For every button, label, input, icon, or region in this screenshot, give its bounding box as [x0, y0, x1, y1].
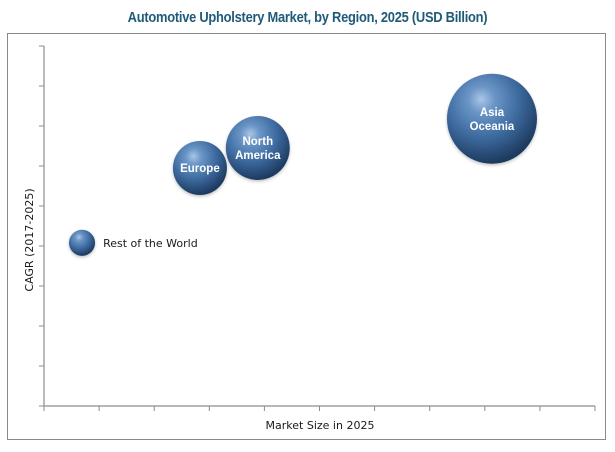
bubble-label: Rest of the World	[103, 237, 198, 250]
bubble-asia-oceania[interactable]	[446, 73, 537, 164]
bubble-group-rest-of-the-world: Rest of the World	[68, 229, 198, 256]
y-axis-label: CAGR (2017-2025)	[23, 188, 36, 291]
bubble-label: North	[242, 136, 273, 148]
bubbles: Rest of the World Europe North America Asia O…	[68, 73, 537, 256]
bubble-label: Europe	[180, 163, 220, 175]
chart-title: Automotive Upholstery Market, by Region,…	[127, 9, 488, 26]
bubble-group-north-america: North America	[225, 116, 290, 180]
x-axis-label: Market Size in 2025	[266, 419, 375, 432]
axes	[39, 45, 596, 411]
bubble-north-america[interactable]	[225, 116, 290, 180]
bubble-rest-of-the-world[interactable]	[68, 229, 96, 256]
bubble-europe[interactable]	[172, 141, 227, 195]
bubble-label: America	[235, 150, 281, 162]
bubble-label: Asia	[480, 107, 505, 119]
bubble-label: Oceania	[470, 121, 515, 133]
bubble-group-europe: Europe	[172, 141, 227, 195]
bubble-group-asia-oceania: Asia Oceania	[446, 73, 537, 164]
chart-frame	[7, 33, 606, 440]
